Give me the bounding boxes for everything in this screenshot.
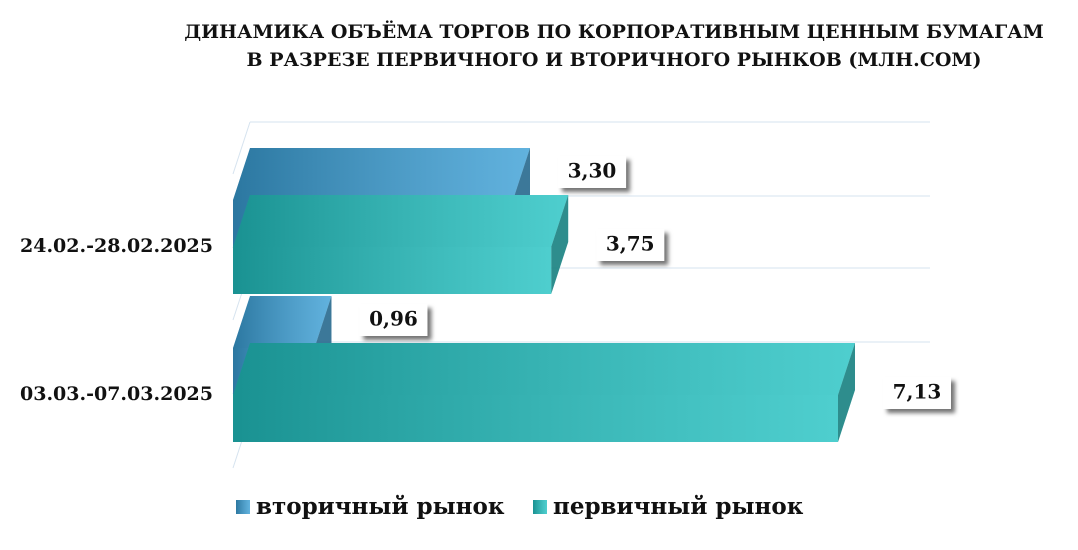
value-label: 3,30: [568, 159, 617, 183]
bar-top: [233, 343, 855, 395]
chart-title: ДИНАМИКА ОБЪЁМА ТОРГОВ ПО КОРПОРАТИВНЫМ …: [184, 20, 1044, 43]
value-label: 7,13: [893, 380, 942, 404]
category-label: 03.03.-07.03.2025: [20, 383, 213, 405]
value-label-box: [359, 304, 428, 336]
bar-group: [233, 195, 569, 294]
bar-top: [233, 148, 531, 200]
legend-label: вторичный рынок: [256, 493, 505, 520]
bar-side: [838, 343, 855, 442]
value-label-box: [883, 377, 951, 409]
value-label-box: [558, 156, 627, 188]
chart-title: В РАЗРЕЗЕ ПЕРВИЧНОГО И ВТОРИЧНОГО РЫНКОВ…: [247, 49, 982, 71]
legend-label: первичный рынок: [553, 493, 804, 520]
bar-group: [233, 343, 855, 442]
value-label: 0,96: [369, 307, 418, 331]
bar-side: [551, 195, 569, 294]
value-label-box: [596, 229, 665, 261]
bar-shade: [233, 395, 838, 442]
bar-top: [233, 296, 332, 348]
bar-shade: [233, 247, 552, 294]
value-label: 3,75: [606, 232, 655, 256]
category-label: 24.02.-28.02.2025: [20, 235, 213, 257]
bar-top: [233, 195, 569, 247]
bar-side: [838, 343, 855, 442]
bar-side: [551, 195, 569, 294]
legend-swatch-shade: [236, 500, 250, 514]
legend-swatch-shade: [533, 500, 547, 514]
